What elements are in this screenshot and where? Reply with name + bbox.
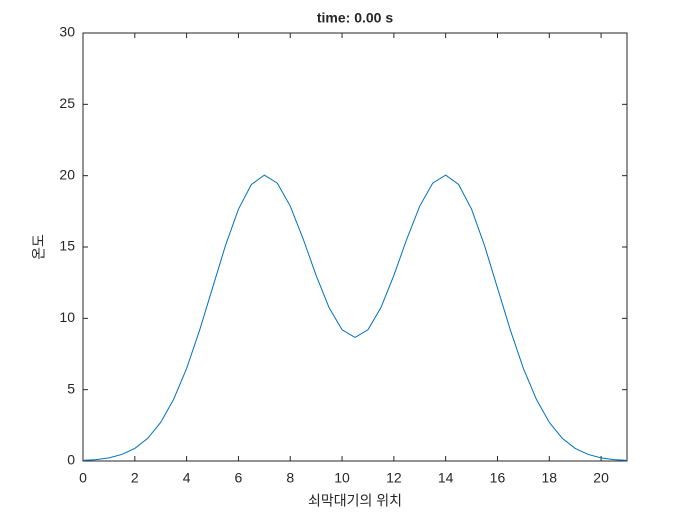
y-tick-label: 15 (59, 238, 75, 254)
x-tick-label: 4 (183, 470, 191, 486)
y-tick-label: 25 (59, 95, 75, 111)
x-tick-label: 14 (438, 470, 454, 486)
x-tick-label: 16 (490, 470, 506, 486)
x-tick-label: 12 (386, 470, 402, 486)
x-axis-label: 쇠막대기의 위치 (308, 493, 402, 509)
y-tick-label: 10 (59, 309, 75, 325)
x-tick-label: 20 (593, 470, 609, 486)
x-tick-label: 8 (286, 470, 294, 486)
x-tick-label: 6 (235, 470, 243, 486)
y-tick-label: 20 (59, 166, 75, 182)
x-tick-label: 2 (131, 470, 139, 486)
data-line (82, 174, 628, 461)
y-tick-label: 0 (67, 452, 75, 468)
plot-area (82, 32, 628, 462)
x-tick-label: 18 (541, 470, 557, 486)
y-tick-label: 30 (59, 24, 75, 40)
x-tick-label: 0 (79, 470, 87, 486)
x-tick-label: 10 (334, 470, 350, 486)
y-axis-label: 온도 (31, 234, 47, 260)
chart-title: time: 0.00 s (317, 10, 393, 26)
y-tick-label: 5 (67, 380, 75, 396)
